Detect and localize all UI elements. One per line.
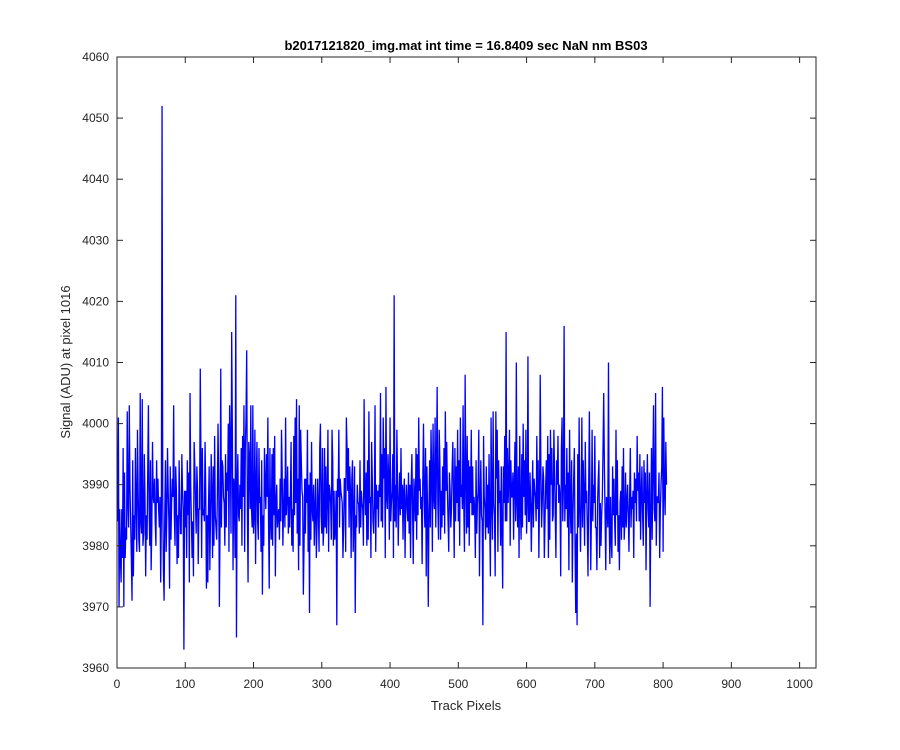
- x-tick-label: 0: [114, 677, 121, 691]
- plot-background: [117, 57, 816, 668]
- y-tick-label: 3980: [82, 539, 109, 553]
- x-tick-label: 700: [585, 677, 605, 691]
- y-axis: 3960 3970 3980 3990 4000 4010 4020 4030 4040 4050…: [82, 50, 816, 675]
- y-tick-label: 4000: [82, 417, 109, 431]
- y-tick-label: 4060: [82, 50, 109, 64]
- x-tick-label: 100: [175, 677, 195, 691]
- x-tick-label: 600: [517, 677, 537, 691]
- x-tick-label: 900: [721, 677, 741, 691]
- y-tick-label: 3970: [82, 600, 109, 614]
- x-tick-label: 800: [653, 677, 673, 691]
- y-axis-label: Signal (ADU) at pixel 1016: [58, 285, 73, 438]
- y-tick-label: 4020: [82, 294, 109, 308]
- y-tick-label: 3990: [82, 478, 109, 492]
- y-tick-label: 3960: [82, 661, 109, 675]
- x-axis-label: Track Pixels: [431, 698, 502, 713]
- y-tick-label: 4040: [82, 172, 109, 186]
- y-tick-label: 4030: [82, 233, 109, 247]
- x-axis: 0 100 200 300 400 500 600 700 800 900 1000: [114, 57, 813, 691]
- x-tick-label: 1000: [786, 677, 813, 691]
- y-tick-label: 4050: [82, 111, 109, 125]
- chart-title: b2017121820_img.mat int time = 16.8409 s…: [284, 38, 647, 53]
- y-tick-label: 4010: [82, 356, 109, 370]
- x-tick-label: 500: [448, 677, 468, 691]
- series-line: [117, 105, 668, 650]
- series-layer: [117, 105, 668, 650]
- x-tick-label: 200: [244, 677, 264, 691]
- x-tick-label: 300: [312, 677, 332, 691]
- x-tick-label: 400: [380, 677, 400, 691]
